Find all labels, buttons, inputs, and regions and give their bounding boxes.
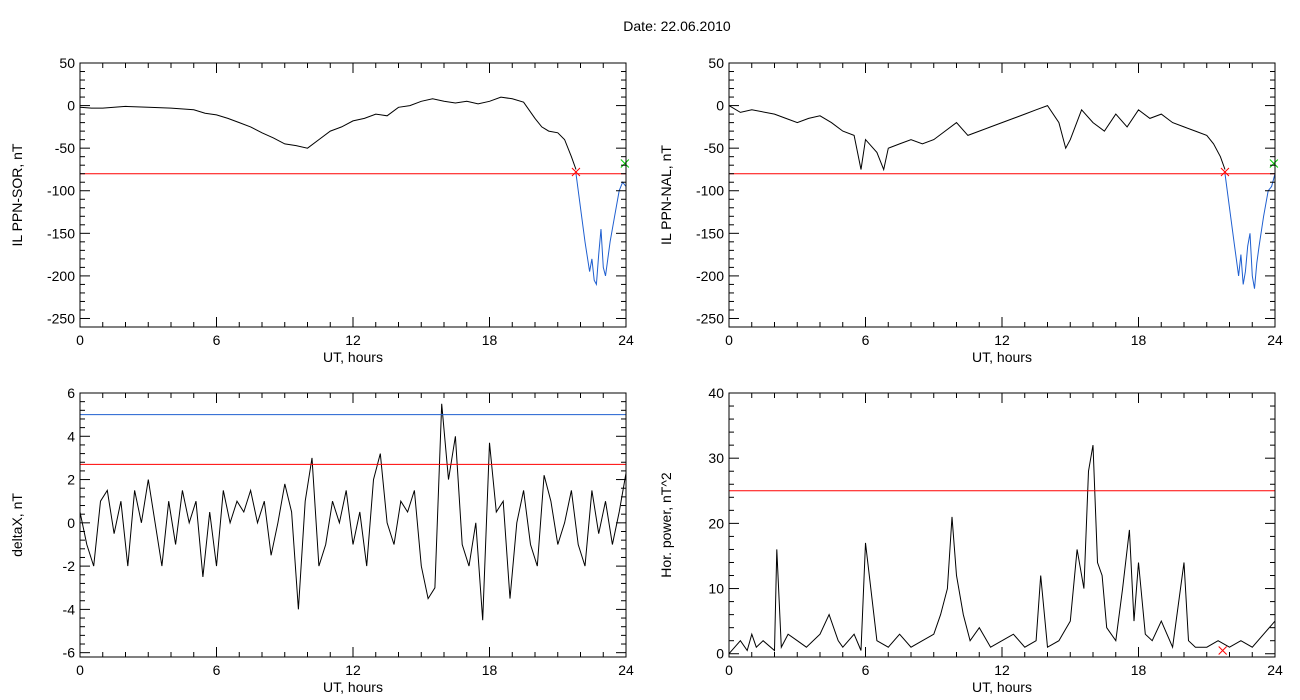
plot-4-frame xyxy=(728,392,1276,658)
plot-1-frame xyxy=(79,62,627,328)
plot-4-xtick-label: 0 xyxy=(725,662,733,678)
plot-4-xtick-label: 24 xyxy=(1267,662,1283,678)
plot-1-xtick-label: 12 xyxy=(345,332,361,348)
plot-2-frame xyxy=(728,62,1276,328)
plot-4-ytick-label: 30 xyxy=(708,450,724,466)
plot-1-series-1-line xyxy=(79,96,577,170)
plot-4-ytick-label: 40 xyxy=(708,385,724,401)
plot-3-ytick-label: -2 xyxy=(63,558,76,574)
plot-1-xlabel: UT, hours xyxy=(323,349,383,365)
plot-2-xtick-label: 0 xyxy=(725,332,733,348)
plot-3-ylabel: deltaX, nT xyxy=(9,493,25,557)
plot-4-ytick-label: 0 xyxy=(716,646,724,662)
plot-3-xtick-label: 24 xyxy=(618,662,634,678)
plot-4-marker-1 xyxy=(1218,646,1228,655)
date-title: Date: 22.06.2010 xyxy=(623,18,731,34)
plot-1-ytick-label: -100 xyxy=(47,183,75,199)
plot-2-ytick-label: -150 xyxy=(696,225,724,241)
plot-3-xtick-label: 0 xyxy=(76,662,84,678)
plot-4-ytick-label: 10 xyxy=(708,581,724,597)
plot-1-ytick-label: -250 xyxy=(47,310,75,326)
plot-3-ytick-label: 2 xyxy=(67,472,75,488)
plot-4-xtick-label: 12 xyxy=(994,662,1010,678)
plot-1-series-2-line xyxy=(575,173,627,287)
plot-4-ylabel: Hor. power, nT^2 xyxy=(658,472,674,578)
plot-3-ytick-label: 4 xyxy=(67,428,75,444)
plot-3-frame xyxy=(79,392,627,658)
plot-2-ytick-label: 50 xyxy=(708,55,724,71)
plot-4-xtick-label: 6 xyxy=(862,662,870,678)
plot-3-xtick-label: 18 xyxy=(482,662,498,678)
plot-1-ylabel: IL PPN-SOR, nT xyxy=(9,143,25,246)
plot-1-xtick-label: 24 xyxy=(618,332,634,348)
plot-4-ytick-label: 20 xyxy=(708,515,724,531)
plot-4-xtick-label: 18 xyxy=(1131,662,1147,678)
plot-2-xlabel: UT, hours xyxy=(972,349,1032,365)
plot-3-ytick-label: 6 xyxy=(67,385,75,401)
plot-2-ylabel: IL PPN-NAL, nT xyxy=(658,145,674,245)
plot-2-xtick-label: 6 xyxy=(862,332,870,348)
plot-1-ytick-label: -150 xyxy=(47,225,75,241)
plot-1-ytick-label: -50 xyxy=(55,140,75,156)
plot-2-xtick-label: 18 xyxy=(1131,332,1147,348)
plot-2-marker-2 xyxy=(1269,159,1279,168)
plot-2-ytick-label: -50 xyxy=(704,140,724,156)
plot-3-ytick-label: 0 xyxy=(67,515,75,531)
plot-4-series-1-line xyxy=(728,445,1276,655)
plot-3-xtick-label: 6 xyxy=(213,662,221,678)
plot-1-ytick-label: -200 xyxy=(47,268,75,284)
plot-3-ytick-label: -6 xyxy=(63,645,76,661)
plot-2-xtick-label: 12 xyxy=(994,332,1010,348)
plot-2-ytick-label: -100 xyxy=(696,183,724,199)
plot-2-ytick-label: -200 xyxy=(696,268,724,284)
plot-2-marker-1 xyxy=(1220,167,1230,177)
plot-2-ytick-label: 0 xyxy=(716,98,724,114)
plot-3-xtick-label: 12 xyxy=(345,662,361,678)
plot-3-series-1-line xyxy=(79,403,627,621)
plot-1-xtick-label: 18 xyxy=(482,332,498,348)
plot-4-xlabel: UT, hours xyxy=(972,679,1032,695)
plot-2-ytick-label: -250 xyxy=(696,310,724,326)
plot-1-marker-2 xyxy=(620,159,630,168)
plot-3-ytick-label: -4 xyxy=(63,601,76,617)
plot-3-xlabel: UT, hours xyxy=(323,679,383,695)
plot-1-ytick-label: 0 xyxy=(67,98,75,114)
plot-1-xtick-label: 6 xyxy=(213,332,221,348)
plot-1-ytick-label: 50 xyxy=(59,55,75,71)
plot-2-xtick-label: 24 xyxy=(1267,332,1283,348)
plot-1-xtick-label: 0 xyxy=(76,332,84,348)
plot-1-marker-1 xyxy=(571,167,581,177)
plot-2-series-1-line xyxy=(728,104,1226,172)
plot-2-series-2-line xyxy=(1224,173,1276,289)
